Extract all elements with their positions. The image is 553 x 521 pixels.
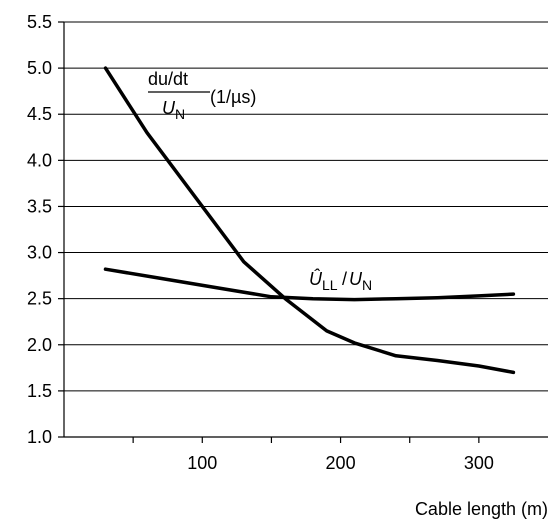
ull-sub: LL [322, 277, 338, 293]
ull-denom-sub: N [362, 277, 372, 293]
y-tick-label: 5.5 [27, 12, 52, 32]
x-axis-ticks: 100 200 300 [132, 437, 494, 473]
y-tick-label: 2.0 [27, 335, 52, 355]
ull-main: Û [309, 268, 323, 289]
series-label-dudt: du/dt U N (1/µs) [148, 69, 256, 122]
y-tick-label: 3.0 [27, 243, 52, 263]
series-line-0 [103, 66, 516, 375]
ull-denom: U [349, 269, 363, 289]
y-tick-label: 4.0 [27, 150, 52, 170]
ull-slash: / [342, 269, 347, 289]
y-tick-label: 1.5 [27, 381, 52, 401]
y-axis-tick-labels: 1.0 1.5 2.0 2.5 3.0 3.5 4.0 4.5 5.0 5.5 [27, 12, 64, 447]
y-tick-label: 5.0 [27, 58, 52, 78]
dudt-numerator: du/dt [148, 69, 188, 89]
y-tick-label: 4.5 [27, 104, 52, 124]
y-tick-label: 3.5 [27, 196, 52, 216]
x-axis-title: Cable length (m) [415, 499, 548, 519]
x-tick-label: 200 [326, 453, 356, 473]
dudt-denominator-sub: N [175, 106, 185, 122]
x-tick-label: 300 [464, 453, 494, 473]
grid-lines [64, 21, 548, 392]
y-tick-label: 2.5 [27, 289, 52, 309]
dudt-unit: (1/µs) [210, 87, 256, 107]
series-label-ull: Û LL / U N [309, 268, 372, 293]
y-tick-label: 1.0 [27, 427, 52, 447]
x-tick-label: 100 [187, 453, 217, 473]
series-line-1 [103, 267, 516, 302]
dudt-denominator: U [162, 98, 176, 118]
series-lines [103, 66, 516, 375]
